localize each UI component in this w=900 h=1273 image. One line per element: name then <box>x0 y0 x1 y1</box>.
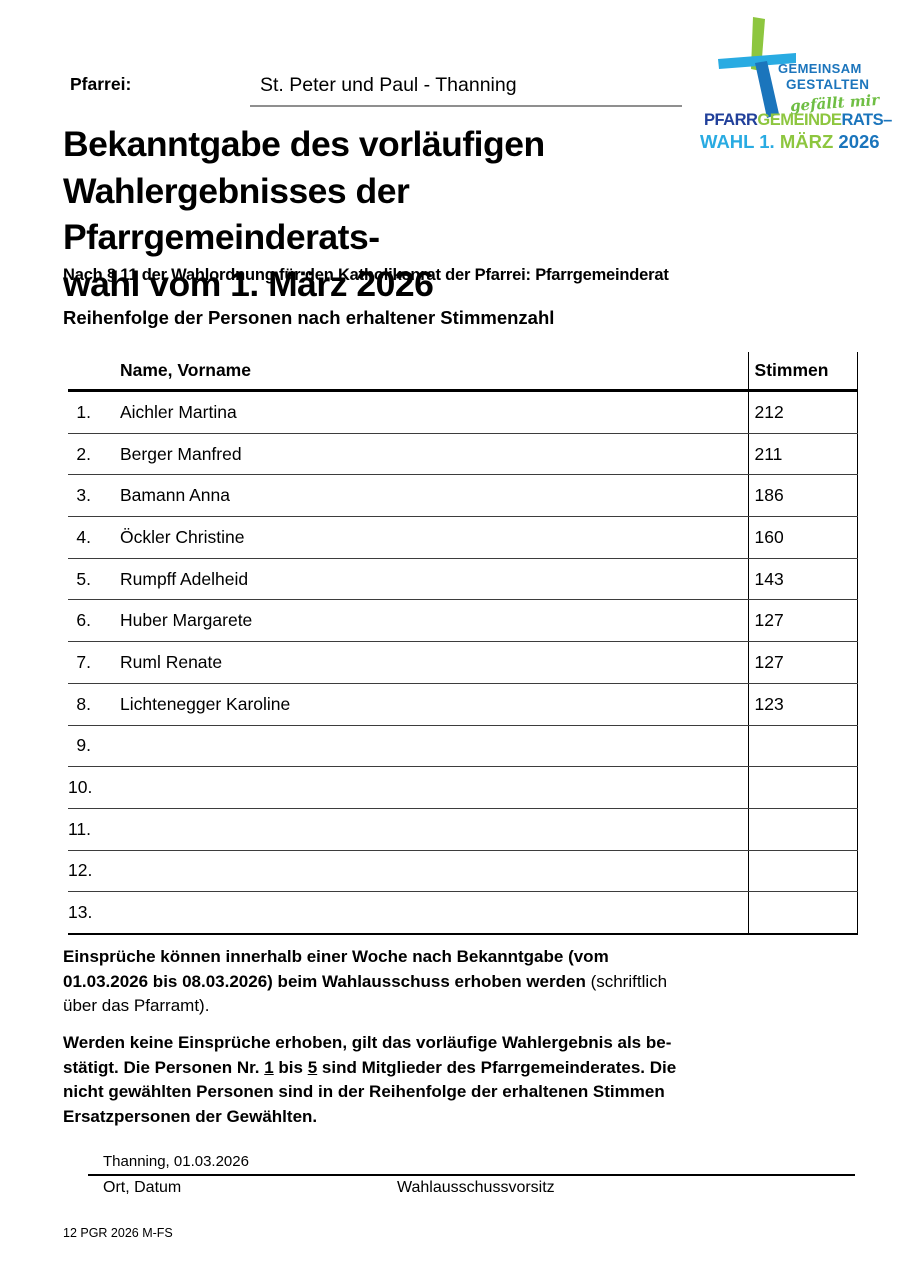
logo-wordmark-line1: PFARRGEMEINDERATS– <box>704 111 892 130</box>
votes-cell <box>747 766 858 809</box>
votes-cell: 186 <box>747 474 858 518</box>
table-row: 2. Berger Manfred 211 <box>68 433 858 476</box>
table-row: 10. <box>68 766 858 809</box>
pfarrei-label: Pfarrei: <box>70 74 132 94</box>
name-cell <box>98 725 749 768</box>
rank-cell: 8. <box>68 683 98 726</box>
table-header-row: Name, Vorname Stimmen <box>68 352 858 392</box>
page-title: Bekanntgabe des vorläufigen Wahlergebnis… <box>63 124 545 304</box>
table-row: 6. Huber Margarete 127 <box>68 599 858 643</box>
name-cell <box>98 766 749 809</box>
table-row: 12. <box>68 850 858 893</box>
column-header-name: Name, Vorname <box>68 352 749 392</box>
logo-tagline-line2: GESTALTEN <box>786 77 870 92</box>
rank-cell: 2. <box>68 433 98 476</box>
pgr-wahl-logo: GEMEINSAM GESTALTEN gefällt mir PFARRGEM… <box>698 12 892 167</box>
confirmation-paragraph: Werden keine Einsprüche erhoben, gilt da… <box>63 1031 868 1129</box>
name-cell: Huber Margarete <box>98 599 749 643</box>
brush-cross-icon <box>718 17 796 118</box>
objection-text-normal: (schriftlich über das Pfarramt). <box>63 971 668 1016</box>
table-row: 7. Ruml Renate 127 <box>68 641 858 684</box>
name-cell: Berger Manfred <box>98 433 749 476</box>
confirmation-text-1: Werden keine Einsprüche erhoben, gilt da… <box>63 1033 672 1077</box>
rank-cell: 6. <box>68 599 98 643</box>
results-table-body: 1. Aichler Martina 212 2. Berger Manfred 211 3… <box>68 390 858 935</box>
page-subtitle: Nach § 11 der Wahlordnung für den Kathol… <box>63 266 669 284</box>
rank-cell: 11. <box>68 808 98 851</box>
votes-cell: 143 <box>747 558 858 601</box>
confirmation-text-3: sind Mitglieder des Pfarrgemeinderates. … <box>63 1057 677 1126</box>
votes-cell: 212 <box>747 390 858 434</box>
rank-cell: 10. <box>68 766 98 809</box>
pfarrei-value: St. Peter und Paul - Thanning <box>250 74 682 107</box>
name-cell: Rumpff Adelheid <box>98 558 749 601</box>
place-date-label: Ort, Datum <box>103 1179 182 1196</box>
rank-cell: 4. <box>68 516 98 559</box>
section-heading: Reihenfolge der Personen nach erhaltener… <box>63 307 555 328</box>
votes-cell <box>747 808 858 851</box>
objection-text-bold: Einsprüche können innerhalb einer Woche … <box>63 947 609 991</box>
table-row: 1. Aichler Martina 212 <box>68 390 858 434</box>
votes-cell: 211 <box>747 433 858 476</box>
logo-tagline-line1: GEMEINSAM <box>778 61 862 76</box>
logo-wordmark-line2: WAHL 1. MÄRZ 2026 <box>700 131 880 153</box>
wordmark-segment: RATS– <box>841 111 892 129</box>
wordmark-segment: MÄRZ <box>779 131 839 152</box>
votes-cell <box>747 891 858 935</box>
rank-cell: 3. <box>68 474 98 518</box>
name-cell: Öckler Christine <box>98 516 749 559</box>
rank-cell: 5. <box>68 558 98 601</box>
table-row: 8. Lichtenegger Karoline 123 <box>68 683 858 726</box>
confirmation-text-2: bis <box>273 1057 308 1077</box>
column-header-votes: Stimmen <box>747 352 858 392</box>
wordmark-segment: PFARR <box>704 111 758 129</box>
votes-cell: 160 <box>747 516 858 559</box>
place-date-value: Thanning, 01.03.2026 <box>88 1153 855 1176</box>
wordmark-segment: 2026 <box>838 131 880 152</box>
wordmark-segment: GEMEINDE <box>757 111 842 129</box>
rank-cell: 12. <box>68 850 98 893</box>
member-number-to: 5 <box>307 1057 318 1077</box>
rank-cell: 13. <box>68 891 98 935</box>
votes-cell <box>747 725 858 768</box>
member-number-from: 1 <box>264 1057 274 1077</box>
votes-cell: 123 <box>747 683 858 726</box>
name-cell: Aichler Martina <box>98 390 749 434</box>
name-cell <box>98 808 749 851</box>
name-cell <box>98 850 749 893</box>
table-row: 11. <box>68 808 858 851</box>
table-row: 9. <box>68 725 858 768</box>
name-cell: Ruml Renate <box>98 641 749 684</box>
signature-block: Thanning, 01.03.2026 Ort, Datum Wahlauss… <box>88 1153 855 1201</box>
name-cell <box>98 891 749 935</box>
table-row: 3. Bamann Anna 186 <box>68 474 858 518</box>
name-cell: Bamann Anna <box>98 474 749 518</box>
results-table: Name, Vorname Stimmen 1. Aichler Martina 2… <box>68 352 858 935</box>
election-chair-label: Wahlausschussvorsitz <box>397 1179 555 1196</box>
table-row: 4. Öckler Christine 160 <box>68 516 858 559</box>
table-row: 13. <box>68 891 858 935</box>
rank-cell: 9. <box>68 725 98 768</box>
name-cell: Lichtenegger Karoline <box>98 683 749 726</box>
votes-cell: 127 <box>747 641 858 684</box>
rank-cell: 7. <box>68 641 98 684</box>
table-row: 5. Rumpff Adelheid 143 <box>68 558 858 601</box>
votes-cell <box>747 850 858 893</box>
votes-cell: 127 <box>747 599 858 643</box>
objection-paragraph: Einsprüche können innerhalb einer Woche … <box>63 945 868 1019</box>
form-code: 12 PGR 2026 M-FS <box>63 1226 173 1240</box>
rank-cell: 1. <box>68 390 98 434</box>
wordmark-segment: WAHL 1. <box>700 131 780 152</box>
